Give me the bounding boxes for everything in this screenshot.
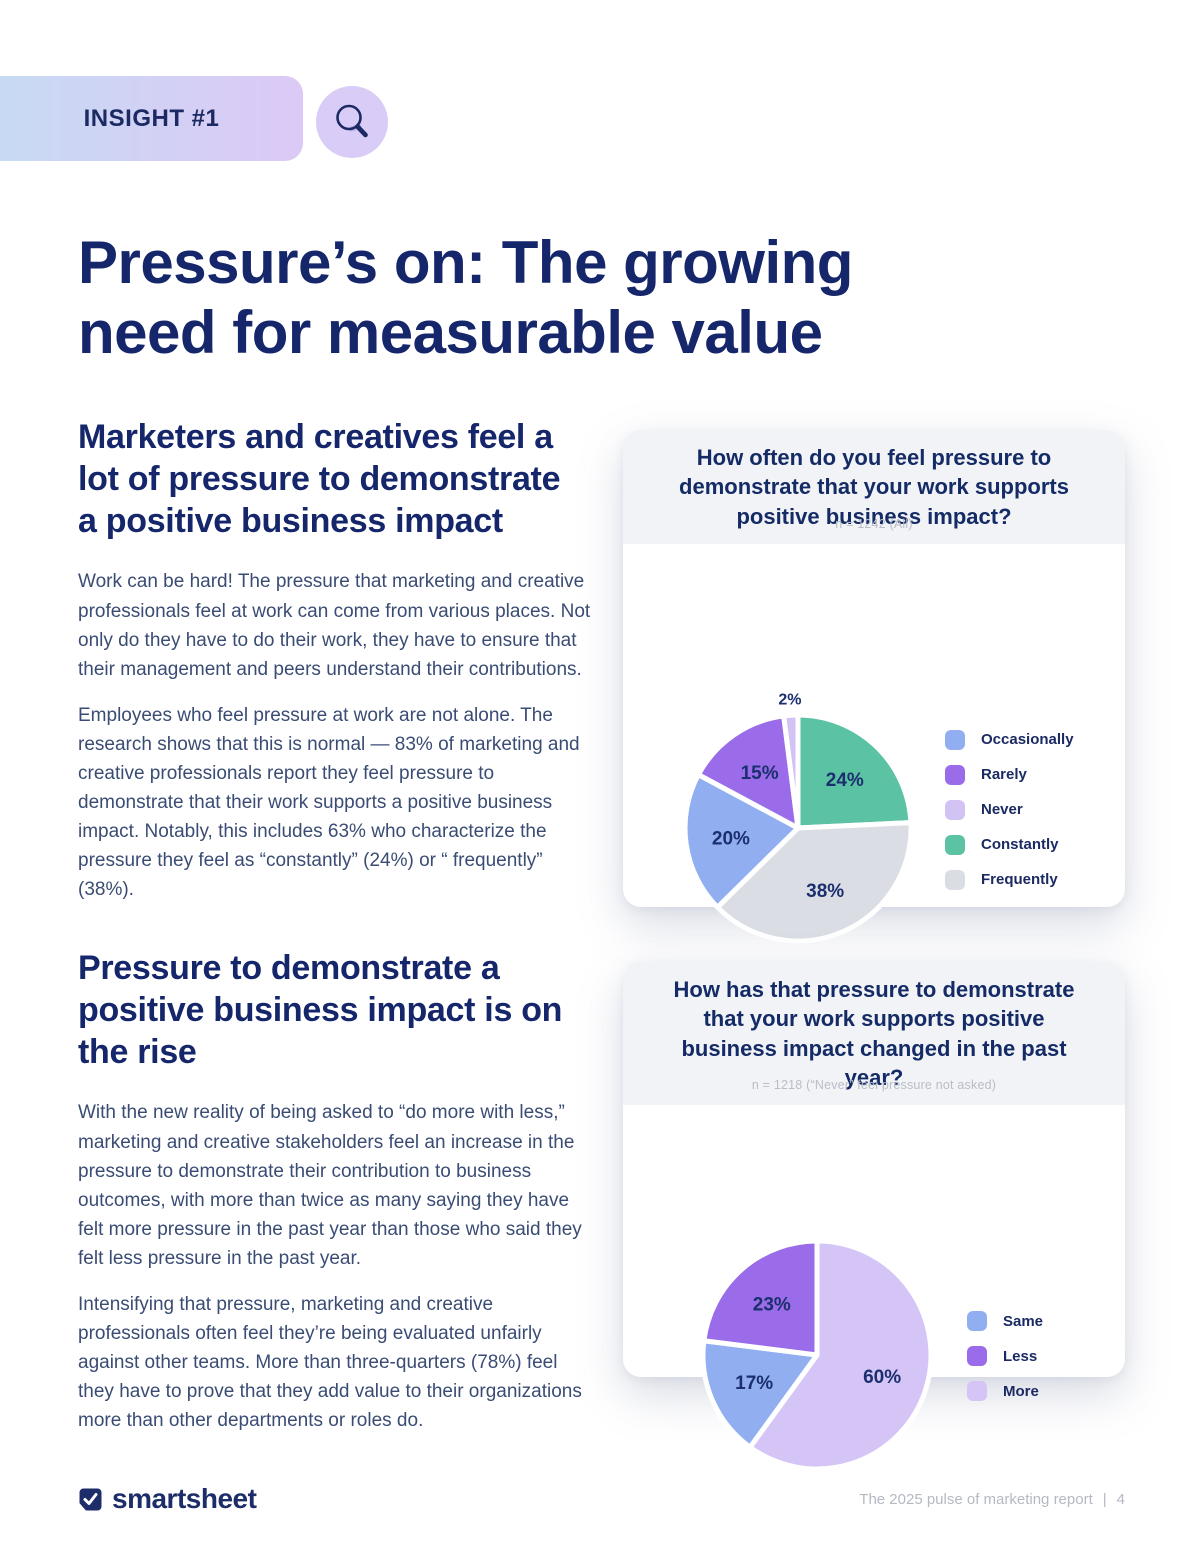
- legend-label: Occasionally: [981, 731, 1074, 749]
- legend-label: Constantly: [981, 836, 1059, 854]
- chart-2-header: How has that pressure to demonstrate tha…: [623, 962, 1125, 1105]
- legend-label: Less: [1003, 1347, 1038, 1365]
- pie-slice-frequently: [714, 819, 914, 944]
- pie-slice-label: 60%: [863, 1367, 901, 1388]
- section-1-paragraph-1: Work can be hard! The pressure that mark…: [78, 571, 591, 680]
- section-2-heading: Pressure to demonstrate a positive busin…: [78, 949, 563, 1071]
- legend-item-never: Never: [945, 799, 1074, 820]
- legend-swatch-icon: [945, 729, 965, 750]
- legend-swatch-icon: [967, 1381, 987, 1401]
- footer-page-number: 4: [1116, 1491, 1125, 1508]
- magnifier-icon: [336, 104, 368, 138]
- legend-label: Never: [981, 801, 1023, 819]
- section-2-paragraph-2: Intensifying that pressure, marketing an…: [78, 1293, 582, 1432]
- chart-1-legend: Occasionally Rarely Never Constantly Frequen…: [945, 729, 1074, 905]
- legend-item-occasionally: Occasionally: [945, 729, 1074, 750]
- footer-separator: |: [1102, 1491, 1107, 1508]
- checkmark-square-icon: [79, 1488, 102, 1510]
- pie-slice-less: [701, 1238, 820, 1358]
- smartsheet-wordmark: smartsheet: [112, 1483, 257, 1514]
- legend-item-constantly: Constantly: [945, 834, 1074, 855]
- legend-swatch-icon: [967, 1346, 987, 1366]
- chart-2-title: How has that pressure to demonstrate tha…: [673, 977, 1075, 1090]
- legend-item-rarely: Rarely: [945, 764, 1074, 785]
- legend-label: Frequently: [981, 871, 1058, 889]
- chart-card-pressure-frequency: How often do you feel pressure to demons…: [623, 430, 1125, 944]
- section-pressure-felt: Marketers and creatives feel a lot of pr…: [78, 417, 593, 921]
- section-pressure-rising: Pressure to demonstrate a positive busin…: [78, 948, 593, 1452]
- legend-item-same: Same: [967, 1311, 1043, 1331]
- pie-slice-constantly: [795, 712, 914, 831]
- pie-slice-label: 24%: [826, 770, 864, 791]
- pie-slice-rarely: [695, 713, 801, 831]
- magnifier-badge: [316, 86, 388, 158]
- legend-item-more: More: [967, 1381, 1043, 1401]
- chart-2-footnote: n = 1218 (“Never” feel pressure not aske…: [751, 1078, 997, 1092]
- legend-label: Rarely: [981, 766, 1027, 784]
- pie-chart-pressure-change: 60% 17% 23%: [700, 1238, 934, 1472]
- pie-slice-more: [747, 1238, 934, 1472]
- pie-slice-label: 17%: [735, 1373, 773, 1394]
- pie-chart-pressure-frequency: 24% 38% 20% 15% 2%: [682, 693, 914, 944]
- pie-slice-occasionally: [682, 771, 801, 910]
- chart-1-title: How often do you feel pressure to demons…: [679, 445, 1069, 529]
- page-title: Pressure’s on: The growing need for meas…: [78, 229, 853, 367]
- pie-slice-label: 38%: [806, 881, 844, 902]
- chart-1-footnote: n = 1242 (All): [835, 516, 913, 531]
- legend-item-less: Less: [967, 1346, 1043, 1366]
- section-2-paragraph-1: With the new reality of being asked to “…: [78, 1102, 582, 1269]
- legend-label: More: [1003, 1382, 1039, 1400]
- pie-slice-same: [700, 1338, 820, 1450]
- section-1-heading: Marketers and creatives feel a lot of pr…: [78, 418, 561, 540]
- legend-swatch-icon: [945, 799, 965, 820]
- pie-slice-label: 23%: [753, 1295, 791, 1316]
- pie-slice-label: 15%: [741, 763, 779, 784]
- insight-banner: INSIGHT #1: [0, 76, 303, 161]
- pie-slice-label: 20%: [712, 828, 750, 849]
- chart-2-legend: Same Less More: [967, 1311, 1043, 1416]
- legend-item-frequently: Frequently: [945, 869, 1074, 890]
- section-1-paragraph-2: Employees who feel pressure at work are …: [78, 704, 580, 901]
- legend-swatch-icon: [945, 834, 965, 855]
- pie-slice-label: 2%: [778, 693, 801, 708]
- legend-swatch-icon: [945, 764, 965, 785]
- footer-report-title: The 2025 pulse of marketing report: [859, 1491, 1093, 1508]
- legend-label: Same: [1003, 1312, 1044, 1330]
- chart-1-header: How often do you feel pressure to demons…: [623, 430, 1125, 544]
- insight-banner-label: INSIGHT #1: [83, 104, 220, 132]
- legend-swatch-icon: [967, 1311, 987, 1331]
- pie-slice-never: [781, 712, 801, 831]
- chart-card-pressure-change: How has that pressure to demonstrate tha…: [623, 962, 1125, 1472]
- legend-swatch-icon: [945, 869, 965, 890]
- footer-page-info: The 2025 pulse of marketing report | 4: [859, 1491, 1125, 1508]
- smartsheet-logo: smartsheet: [78, 1483, 257, 1515]
